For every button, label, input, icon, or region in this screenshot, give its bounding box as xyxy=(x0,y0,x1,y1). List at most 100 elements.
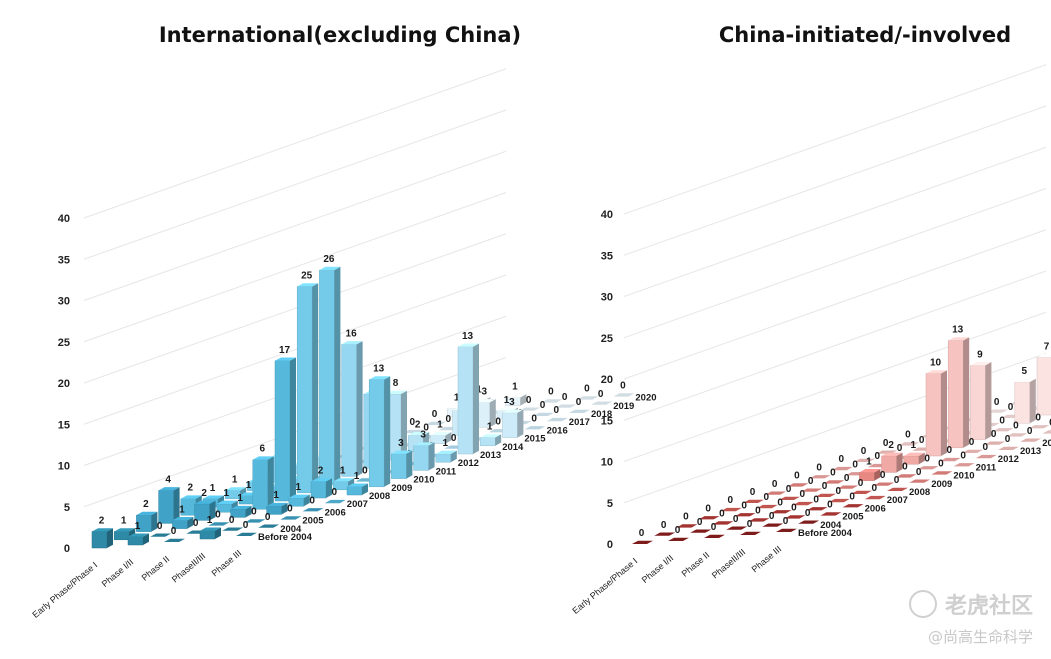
bar-side xyxy=(151,511,158,532)
bar-value-label: 2 xyxy=(888,440,894,451)
y-axis-ticks: 0 5 10 15 20 25 30 35 40 xyxy=(58,213,70,555)
bar-zero xyxy=(1006,433,1028,437)
bars: 1014000014001070010500000000090000130000… xyxy=(632,325,1051,544)
bar-side xyxy=(187,517,194,529)
bar: 26 xyxy=(319,254,341,485)
bar-value-label: 0 xyxy=(683,512,689,523)
bar: 0 xyxy=(851,478,872,494)
phase-label: Phase I/II xyxy=(100,557,136,589)
bar-value-label: 0 xyxy=(875,451,881,462)
bar-value-label: 1 xyxy=(443,438,449,449)
bar-value-label: 2 xyxy=(99,516,105,527)
bar-top xyxy=(1037,353,1051,358)
bar-value-label: 0 xyxy=(822,481,828,492)
bar-zero xyxy=(864,495,886,500)
bar: 0 xyxy=(842,491,864,508)
bar: 0 xyxy=(519,395,541,411)
bar: 0 xyxy=(765,479,787,495)
bar-zero xyxy=(150,533,172,537)
bar-top xyxy=(311,478,332,482)
bar-zero xyxy=(690,529,712,533)
bar: 0 xyxy=(208,510,230,526)
bar-side xyxy=(520,394,527,406)
bar: 1 xyxy=(346,471,368,496)
bar-value-label: 16 xyxy=(346,328,358,339)
bar: 1 xyxy=(230,493,252,518)
bar: 0 xyxy=(756,492,778,509)
bar-value-label: 0 xyxy=(777,497,783,508)
bar-zero xyxy=(632,540,653,544)
bar-top xyxy=(216,500,238,504)
bar-value-label: 0 xyxy=(938,459,944,470)
bar-side xyxy=(406,450,413,479)
bar: 16 xyxy=(341,328,363,477)
bar-value-label: 1 xyxy=(237,493,243,504)
bar-zero xyxy=(873,482,895,486)
bar-front xyxy=(296,286,313,494)
bar-value-label: 1 xyxy=(232,475,238,486)
bar-value-label: 17 xyxy=(279,345,291,356)
bar-value-label: 0 xyxy=(562,392,568,403)
bar-value-label: 0 xyxy=(171,526,177,537)
bar: 0 xyxy=(654,520,676,536)
bar-top xyxy=(386,390,407,394)
bar-side xyxy=(918,452,925,465)
bar-front xyxy=(252,459,269,510)
bar-value-label: 26 xyxy=(323,254,335,265)
year-label: 2014 xyxy=(502,442,524,453)
year-label: 2006 xyxy=(865,503,886,514)
bar-top xyxy=(347,483,368,487)
bar: 0 xyxy=(820,500,842,516)
bar-value-label: 4 xyxy=(165,474,171,485)
bar: 0 xyxy=(280,504,302,520)
bar-top xyxy=(92,528,113,532)
bar-top xyxy=(391,450,413,454)
bar-zero xyxy=(519,407,541,411)
bar-value-label: 1 xyxy=(296,482,302,493)
y-tick-label: 35 xyxy=(58,254,70,266)
bar: 0 xyxy=(676,512,698,528)
bar-top xyxy=(369,376,391,380)
bar-value-label: 0 xyxy=(661,520,667,531)
bar-value-label: 0 xyxy=(733,514,739,525)
bar-value-label: 0 xyxy=(894,475,900,486)
bar-top xyxy=(252,456,274,460)
bar: 0 xyxy=(632,528,653,544)
bar-value-label: 0 xyxy=(836,486,842,497)
bar-value-label: 0 xyxy=(755,506,761,517)
bar-zero xyxy=(762,523,784,527)
bar-zero xyxy=(425,421,446,425)
bar-value-label: 0 xyxy=(741,500,747,511)
year-label: 2015 xyxy=(524,434,546,445)
bar-value-label: 1 xyxy=(207,515,213,526)
bar-zero xyxy=(851,490,872,494)
bar-value-label: 10 xyxy=(930,358,942,369)
bar-zero xyxy=(984,441,1006,445)
gridline xyxy=(623,146,1047,297)
bar-value-label: 0 xyxy=(786,484,792,495)
bar-value-label: 0 xyxy=(705,503,711,514)
bar: 2 xyxy=(194,488,216,521)
y-tick-label: 0 xyxy=(607,539,613,551)
bar-zero xyxy=(887,487,908,491)
bar-top xyxy=(408,432,430,436)
bar-zero xyxy=(208,522,230,526)
bar: 0 xyxy=(740,519,761,535)
bar-zero xyxy=(613,393,635,397)
bar-top xyxy=(230,505,252,510)
bar: 1 xyxy=(332,466,355,491)
bar-value-label: 0 xyxy=(813,494,819,505)
bar-side xyxy=(281,502,288,515)
bar-value-label: 0 xyxy=(1027,426,1033,437)
year-labels: Before 200420042005200620072008200920102… xyxy=(258,393,657,543)
bar: 0 xyxy=(809,462,831,479)
bar-top xyxy=(180,495,202,499)
chart-title: International(excluding China) xyxy=(159,23,521,47)
bar: 1 xyxy=(288,482,310,507)
bar-side xyxy=(362,483,368,495)
bar: 1 xyxy=(435,438,457,463)
bar-zero xyxy=(302,508,324,512)
bar-value-label: 0 xyxy=(994,397,1000,408)
bar-value-label: 0 xyxy=(852,459,858,470)
